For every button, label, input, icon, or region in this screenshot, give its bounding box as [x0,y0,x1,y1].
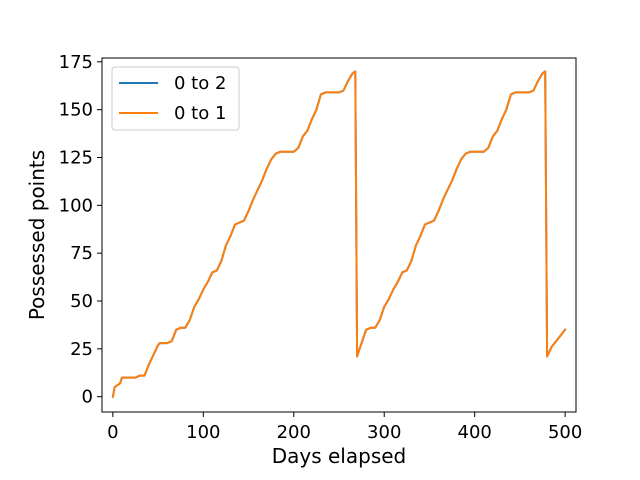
legend-label-2: 0 to 1 [174,103,226,124]
y-tick-label: 175 [59,52,93,73]
plot-frame [101,57,577,413]
y-tick-label: 25 [70,339,93,360]
y-tick-label: 100 [59,195,93,216]
x-tick-label: 500 [548,422,582,443]
y-tick-label: 50 [70,291,93,312]
y-tick-label: 125 [59,148,93,169]
y-axis-title: Possessed points [25,150,49,320]
x-tick-label: 0 [107,422,118,443]
y-tick-label: 150 [59,100,93,121]
x-tick-label: 100 [186,422,220,443]
legend: 0 to 2 0 to 1 [111,66,240,131]
series-layer [111,70,567,398]
y-tick-label: 0 [82,387,93,408]
x-tick-label: 200 [277,422,311,443]
x-tick-label: 400 [458,422,492,443]
legend-label-1: 0 to 2 [174,73,226,94]
x-axis-title: Days elapsed [272,444,407,468]
series-line-2 [111,70,567,398]
y-tick-label: 75 [70,243,93,264]
x-tick-label: 300 [367,422,401,443]
ticks-layer: 0 100 200 300 400 500 0 25 50 75 100 125 150 175 [59,52,583,443]
